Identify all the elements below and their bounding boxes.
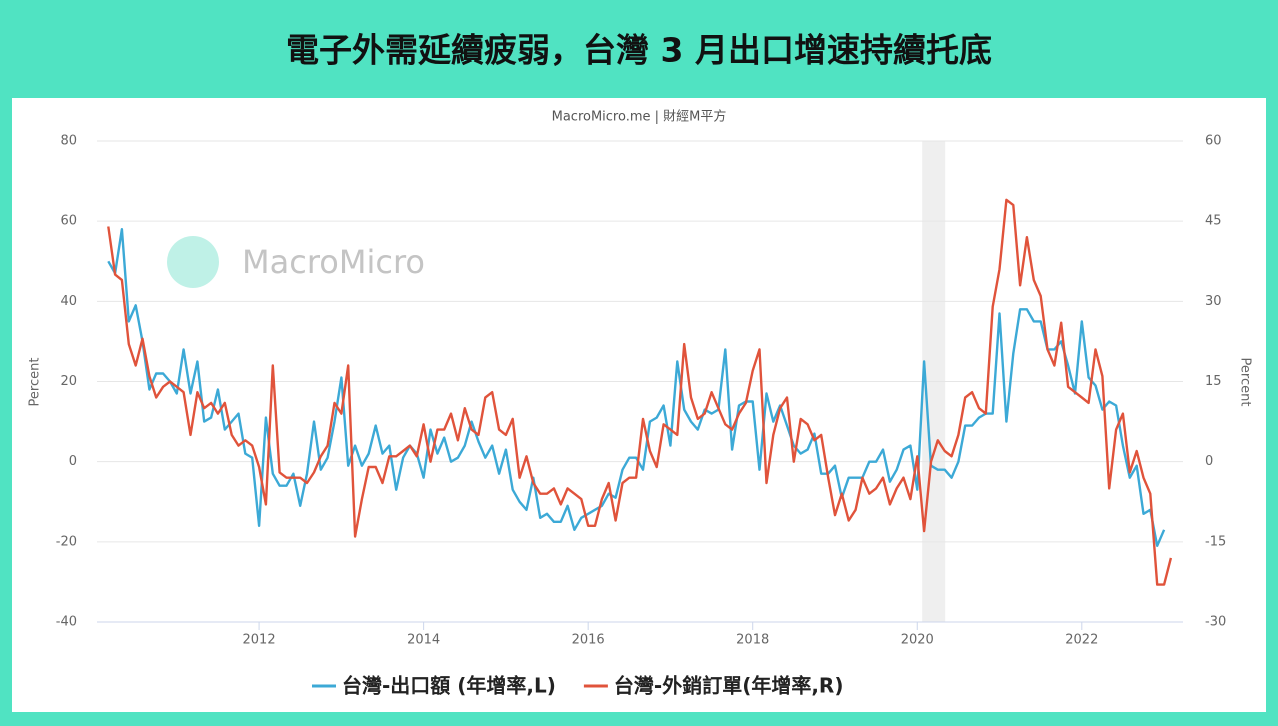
y2-tick-label: 30 — [1205, 294, 1222, 309]
y2-tick-label: -30 — [1205, 615, 1226, 630]
y2-axis-label: Percent — [1238, 358, 1253, 407]
x-tick-label: 2020 — [901, 633, 934, 648]
watermark: MacroMicro — [242, 243, 425, 281]
x-tick-label: 2018 — [736, 633, 769, 648]
x-tick-label: 2012 — [243, 633, 276, 648]
y-axis-label: Percent — [28, 358, 43, 407]
y2-tick-label: -15 — [1205, 534, 1226, 549]
series-line — [107, 198, 1173, 586]
x-tick-label: 2016 — [572, 633, 605, 648]
series-line — [107, 228, 1166, 547]
y2-tick-label: 15 — [1205, 374, 1222, 389]
y2-tick-label: 45 — [1205, 214, 1222, 229]
panel — [12, 98, 1266, 712]
x-tick-label: 2022 — [1065, 633, 1098, 648]
y-tick-label: 60 — [60, 214, 77, 229]
legend: 台灣-出口額 (年增率,L) 台灣-外銷訂單(年增率,R) — [312, 674, 843, 698]
watermark-logo — [167, 236, 219, 288]
y2-tick-label: 0 — [1205, 454, 1213, 469]
legend-label: 台灣-出口額 (年增率,L) — [342, 674, 556, 698]
y-tick-label: 20 — [60, 374, 77, 389]
y-tick-label: -40 — [56, 615, 77, 630]
y2-tick-label: 60 — [1205, 134, 1222, 149]
y-tick-label: 40 — [60, 294, 77, 309]
y-tick-label: 80 — [60, 134, 77, 149]
subtitle: MacroMicro.me | 財經M平方 — [552, 109, 727, 125]
legend-label: 台灣-外銷訂單(年增率,R) — [614, 674, 844, 698]
chart-title: 電子外需延續疲弱，台灣 3 月出口增速持續托底 — [286, 31, 992, 70]
x-tick-label: 2014 — [407, 633, 440, 648]
y-tick-label: 0 — [69, 454, 77, 469]
y-tick-label: -20 — [56, 534, 77, 549]
